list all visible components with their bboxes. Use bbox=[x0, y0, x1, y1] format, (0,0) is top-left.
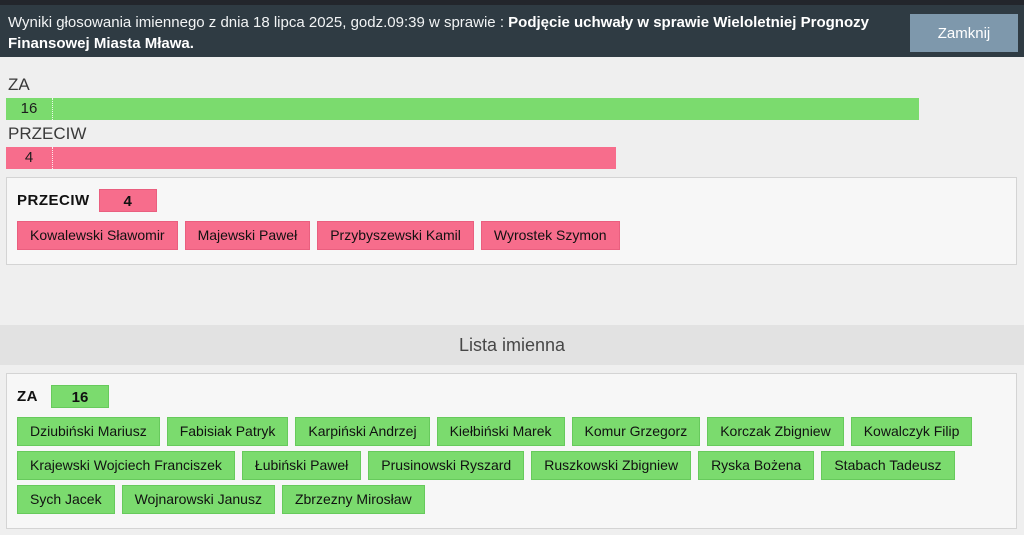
za-member-chip: Komur Grzegorz bbox=[571, 417, 701, 446]
za-member-chip: Sych Jacek bbox=[17, 485, 115, 514]
przeciw-member-chips: Kowalewski Sławomir Majewski Paweł Przyb… bbox=[17, 221, 1006, 250]
przeciw-member-chip: Kowalewski Sławomir bbox=[17, 221, 178, 250]
za-count-badge: 16 bbox=[51, 385, 109, 408]
za-member-chip: Dziubiński Mariusz bbox=[17, 417, 160, 446]
lista-imienna-band: Lista imienna bbox=[0, 325, 1024, 365]
za-member-chip: Łubiński Paweł bbox=[241, 451, 362, 480]
results-header-text: Wyniki głosowania imiennego z dnia 18 li… bbox=[8, 12, 904, 54]
przeciw-bar-label: PRZECIW bbox=[8, 124, 87, 143]
przeciw-member-chip: Majewski Paweł bbox=[184, 221, 311, 250]
lista-imienna-title: Lista imienna bbox=[458, 334, 566, 355]
za-panel: ZA 16 Dziubiński Mariusz Fabisiak Patryk… bbox=[6, 373, 1017, 529]
za-member-chip: Kiełbiński Marek bbox=[436, 417, 565, 446]
za-bar-label: ZA bbox=[8, 75, 30, 94]
za-member-chip: Wojnarowski Janusz bbox=[121, 485, 275, 514]
za-member-chip: Kowalczyk Filip bbox=[850, 417, 973, 446]
results-header-bar: Wyniki głosowania imiennego z dnia 18 li… bbox=[0, 5, 1024, 57]
za-member-chip: Prusinowski Ryszard bbox=[368, 451, 525, 480]
za-member-chip: Fabisiak Patryk bbox=[166, 417, 289, 446]
przeciw-panel: PRZECIW 4 Kowalewski Sławomir Majewski P… bbox=[6, 177, 1017, 265]
za-member-chip: Karpiński Andrzej bbox=[295, 417, 430, 446]
przeciw-bar: 4 bbox=[6, 147, 1018, 169]
za-member-chip: Korczak Zbigniew bbox=[707, 417, 844, 446]
przeciw-member-chip: Wyrostek Szymon bbox=[480, 221, 620, 250]
za-member-chip: Stabach Tadeusz bbox=[821, 451, 955, 480]
vote-summary-chart: ZA 16 PRZECIW 4 bbox=[6, 75, 1018, 169]
przeciw-panel-header: PRZECIW 4 bbox=[17, 189, 1006, 212]
za-bar-count: 16 bbox=[6, 98, 53, 120]
top-page-edge-strip bbox=[0, 0, 1024, 5]
za-member-chip: Zbrzezny Mirosław bbox=[281, 485, 425, 514]
za-bar-fill: 16 bbox=[6, 98, 919, 120]
przeciw-member-chip: Przybyszewski Kamil bbox=[317, 221, 474, 250]
za-member-chip: Ruszkowski Zbigniew bbox=[531, 451, 692, 480]
za-member-chip: Ryska Bożena bbox=[698, 451, 815, 480]
za-panel-header: ZA 16 bbox=[17, 385, 1006, 408]
przeciw-count-badge: 4 bbox=[98, 189, 157, 212]
przeciw-bar-fill: 4 bbox=[6, 147, 617, 169]
results-header-text-subject: Podjęcie uchwały w sprawie Wieloletniej … bbox=[8, 14, 869, 52]
results-header-text-normal: Wyniki głosowania imiennego z dnia 18 li… bbox=[8, 14, 509, 31]
za-panel-title: ZA bbox=[17, 388, 38, 405]
przeciw-panel-title: PRZECIW bbox=[17, 192, 90, 209]
za-member-chips: Dziubiński Mariusz Fabisiak Patryk Karpi… bbox=[17, 417, 1006, 514]
results-content: ZA 16 PRZECIW 4 PRZECIW 4 Kowal bbox=[0, 57, 1024, 535]
za-member-chip: Krajewski Wojciech Franciszek bbox=[17, 451, 235, 480]
za-bar: 16 bbox=[6, 98, 1018, 120]
close-button[interactable]: Zamknij bbox=[910, 14, 1018, 52]
section-spacer bbox=[6, 265, 1018, 325]
przeciw-bar-count: 4 bbox=[6, 147, 53, 169]
